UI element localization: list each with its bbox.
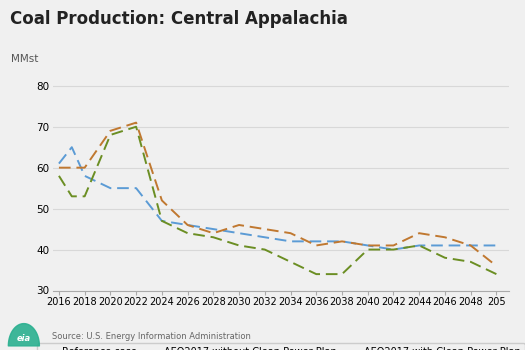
AEO2017 without Clean Power Plan: [210, 231, 216, 235]
AEO2017 with Clean Power Plan: [416, 243, 422, 247]
AEO2017 without Clean Power Plan: [159, 198, 165, 203]
AEO2017 with Clean Power Plan: [184, 231, 191, 235]
AEO2017 with Clean Power Plan: [210, 235, 216, 239]
AEO2017 with Clean Power Plan: [56, 174, 62, 178]
AEO2017 with Clean Power Plan: [390, 247, 396, 252]
Reference case: [184, 223, 191, 227]
AEO2017 with Clean Power Plan: [69, 194, 75, 198]
AEO2017 without Clean Power Plan: [56, 166, 62, 170]
Line: AEO2017 with Clean Power Plan: AEO2017 with Clean Power Plan: [59, 127, 496, 274]
Line: Reference case: Reference case: [59, 147, 496, 250]
Reference case: [390, 247, 396, 252]
AEO2017 without Clean Power Plan: [81, 166, 88, 170]
Reference case: [81, 174, 88, 178]
Reference case: [107, 186, 113, 190]
AEO2017 without Clean Power Plan: [493, 264, 499, 268]
AEO2017 without Clean Power Plan: [390, 243, 396, 247]
Reference case: [442, 243, 448, 247]
Reference case: [339, 239, 345, 244]
AEO2017 without Clean Power Plan: [313, 243, 319, 247]
Reference case: [69, 145, 75, 149]
Reference case: [364, 243, 371, 247]
AEO2017 without Clean Power Plan: [339, 239, 345, 244]
AEO2017 without Clean Power Plan: [467, 243, 474, 247]
Reference case: [236, 231, 242, 235]
Reference case: [261, 235, 268, 239]
AEO2017 with Clean Power Plan: [81, 194, 88, 198]
Text: Source: U.S. Energy Information Administration: Source: U.S. Energy Information Administ…: [52, 332, 251, 341]
AEO2017 with Clean Power Plan: [339, 272, 345, 276]
Reference case: [210, 227, 216, 231]
AEO2017 with Clean Power Plan: [313, 272, 319, 276]
Reference case: [287, 239, 293, 244]
Reference case: [313, 239, 319, 244]
AEO2017 without Clean Power Plan: [133, 120, 139, 125]
Reference case: [159, 219, 165, 223]
Text: eia: eia: [16, 334, 30, 343]
AEO2017 without Clean Power Plan: [364, 243, 371, 247]
AEO2017 without Clean Power Plan: [236, 223, 242, 227]
Line: AEO2017 without Clean Power Plan: AEO2017 without Clean Power Plan: [59, 122, 496, 266]
AEO2017 with Clean Power Plan: [261, 247, 268, 252]
Text: Coal Production: Central Appalachia: Coal Production: Central Appalachia: [10, 10, 349, 28]
AEO2017 without Clean Power Plan: [184, 223, 191, 227]
Reference case: [56, 161, 62, 166]
AEO2017 with Clean Power Plan: [133, 125, 139, 129]
AEO2017 with Clean Power Plan: [493, 272, 499, 276]
Reference case: [416, 243, 422, 247]
AEO2017 with Clean Power Plan: [467, 260, 474, 264]
AEO2017 without Clean Power Plan: [416, 231, 422, 235]
AEO2017 with Clean Power Plan: [364, 247, 371, 252]
AEO2017 without Clean Power Plan: [287, 231, 293, 235]
AEO2017 with Clean Power Plan: [442, 256, 448, 260]
AEO2017 without Clean Power Plan: [261, 227, 268, 231]
AEO2017 with Clean Power Plan: [107, 133, 113, 137]
Reference case: [133, 186, 139, 190]
Reference case: [493, 243, 499, 247]
AEO2017 with Clean Power Plan: [287, 260, 293, 264]
AEO2017 without Clean Power Plan: [442, 235, 448, 239]
AEO2017 without Clean Power Plan: [69, 166, 75, 170]
Text: MMst: MMst: [10, 54, 38, 64]
Reference case: [467, 243, 474, 247]
Legend: Reference case, AEO2017 without Clean Power Plan, AEO2017 with Clean Power Plan: Reference case, AEO2017 without Clean Po…: [37, 343, 525, 350]
AEO2017 with Clean Power Plan: [236, 243, 242, 247]
AEO2017 without Clean Power Plan: [107, 129, 113, 133]
AEO2017 with Clean Power Plan: [159, 219, 165, 223]
